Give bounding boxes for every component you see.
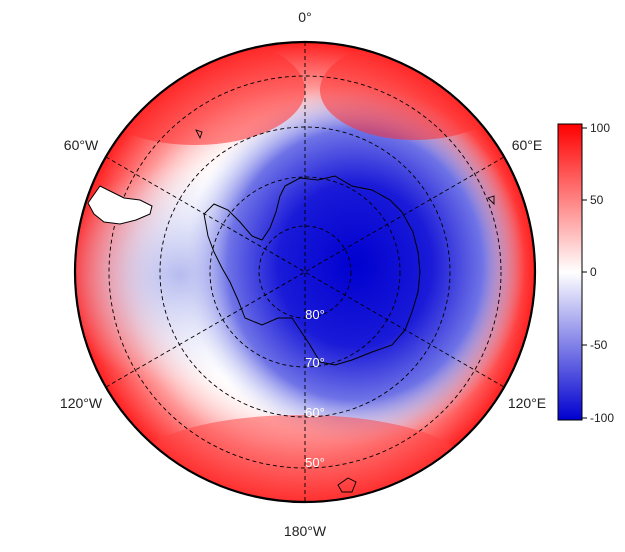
colorbar-tick-50: 50 [590, 193, 604, 207]
colorbar-tick-neg50: -50 [590, 338, 608, 352]
colorbar-tick-marks [582, 127, 587, 419]
lat-label-60: 60° [305, 405, 325, 420]
anomaly-field [75, 42, 535, 502]
island-coastline [195, 129, 495, 493]
colorbar-gradient [557, 123, 583, 421]
lat-label-80: 80° [305, 307, 325, 322]
map-frame [73, 40, 537, 504]
lon-label-60e: 60°E [512, 137, 543, 153]
south-america-coastline [87, 185, 153, 225]
lon-label-0: 0° [298, 9, 311, 25]
lat-label-50: 50° [305, 455, 325, 470]
colorbar-tick-0: 0 [590, 265, 597, 279]
lon-label-180w: 180°W [284, 523, 327, 539]
colorbar-tick-neg100: -100 [590, 411, 614, 425]
lon-label-60w: 60°W [64, 137, 99, 153]
lon-label-120w: 120°W [60, 395, 103, 411]
lat-label-70: 70° [305, 355, 325, 370]
antarctica-coastline [203, 175, 421, 366]
colorbar: 100 50 0 -50 -100 [557, 121, 614, 425]
lon-label-120e: 120°E [508, 395, 546, 411]
colorbar-tick-100: 100 [590, 121, 610, 135]
